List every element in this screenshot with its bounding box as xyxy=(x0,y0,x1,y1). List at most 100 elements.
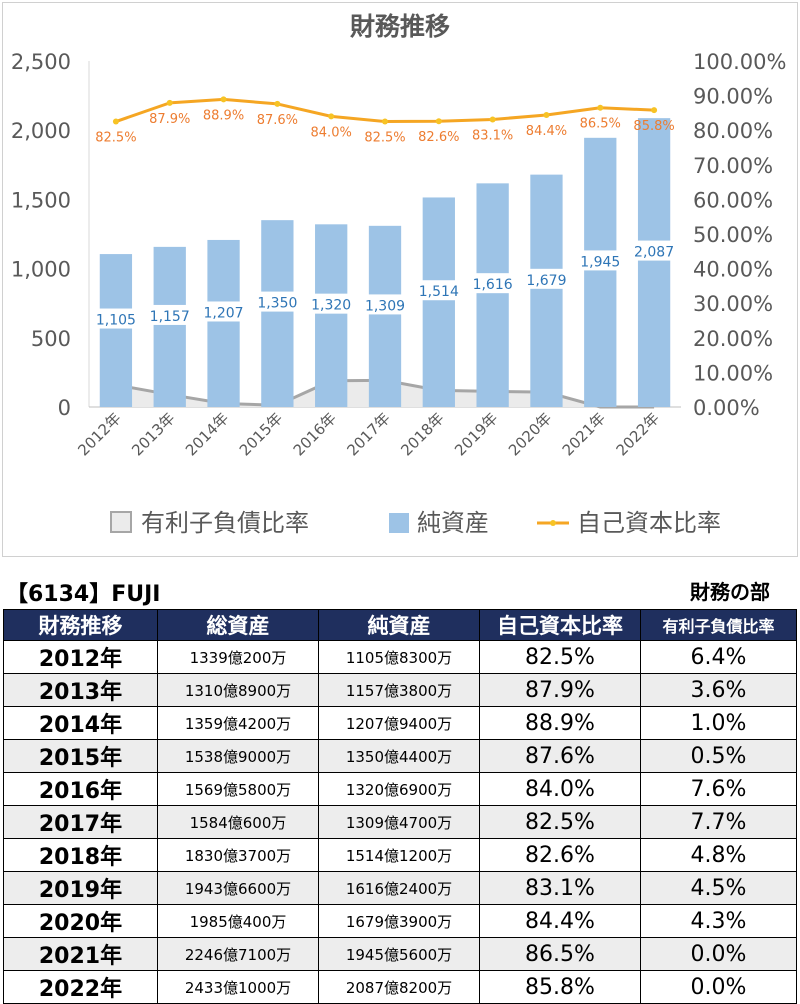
bar-label-bg xyxy=(470,273,515,294)
line-value-label: 87.6% xyxy=(257,113,298,128)
cell-debt-ratio: 4.5% xyxy=(640,871,797,905)
cell-debt-ratio: 1.0% xyxy=(640,706,797,740)
bar-net-assets xyxy=(261,220,294,407)
cell-equity-ratio: 84.0% xyxy=(479,772,641,806)
bar-net-assets xyxy=(99,254,133,407)
cell-total-assets: 1830億3700万 xyxy=(157,838,319,872)
table-row: 2021年 2246億7100万 1945億5600万 86.5% 0.0% xyxy=(3,937,797,971)
cell-year: 2013年 xyxy=(3,673,158,707)
bar-value-label: 1,616 xyxy=(473,277,513,293)
y-tick-label: 1,500 xyxy=(11,188,71,212)
line-value-label: 83.1% xyxy=(472,128,513,143)
y2-tick-label: 50.00% xyxy=(693,223,773,247)
y-tick-label: 0 xyxy=(58,396,71,420)
cell-net-assets: 1207億9400万 xyxy=(318,706,480,740)
bar-label-bg xyxy=(632,240,677,261)
line-point xyxy=(328,113,335,120)
table-header: 財務推移 総資産 純資産 自己資本比率 有利子負債比率 xyxy=(3,609,797,641)
cell-total-assets: 1943億6600万 xyxy=(157,871,319,905)
table-row: 2020年 1985億400万 1679億3900万 84.4% 4.3% xyxy=(3,904,797,938)
cell-net-assets: 1616億2400万 xyxy=(318,871,480,905)
cell-year: 2018年 xyxy=(3,838,158,872)
bar-label-bg xyxy=(147,304,192,325)
cell-year: 2016年 xyxy=(3,772,158,806)
cell-debt-ratio: 7.7% xyxy=(640,805,797,839)
bar-label-bg xyxy=(416,280,461,301)
table-row: 2017年 1584億600万 1309億4700万 82.5% 7.7% xyxy=(3,805,797,839)
bar-label-bg xyxy=(255,291,300,312)
cell-net-assets: 1679億3900万 xyxy=(318,904,480,938)
financial-table: 財務推移 総資産 純資産 自己資本比率 有利子負債比率 2012年 1339億20… xyxy=(3,609,797,1004)
line-point xyxy=(651,107,658,114)
cell-total-assets: 2433億1000万 xyxy=(157,970,319,1004)
bar-value-label: 1,350 xyxy=(257,296,297,312)
bar-label-bg xyxy=(309,293,354,314)
cell-debt-ratio: 0.0% xyxy=(640,970,797,1004)
bar-value-label: 1,309 xyxy=(365,298,405,314)
y-tick-label: 2,000 xyxy=(11,119,71,143)
x-tick-label: 2017年 xyxy=(343,409,393,459)
x-tick-label: 2022年 xyxy=(613,409,663,459)
line-point xyxy=(435,118,442,125)
bar-net-assets xyxy=(315,224,348,407)
header-total-assets: 総資産 xyxy=(157,609,319,641)
bar-net-assets xyxy=(153,246,186,407)
cell-total-assets: 1985億400万 xyxy=(157,904,319,938)
cell-year: 2020年 xyxy=(3,904,158,938)
bar-net-assets xyxy=(637,118,671,407)
bar-value-label: 1,945 xyxy=(580,254,620,270)
line-point xyxy=(489,116,496,123)
bar-net-assets xyxy=(476,183,509,407)
x-tick-label: 2021年 xyxy=(559,409,609,459)
cell-total-assets: 1339億200万 xyxy=(157,640,319,674)
x-tick-label: 2015年 xyxy=(236,409,286,459)
cell-equity-ratio: 87.9% xyxy=(479,673,641,707)
bar-label-bg xyxy=(524,268,569,289)
cell-equity-ratio: 82.5% xyxy=(479,640,641,674)
cell-net-assets: 1320億6900万 xyxy=(318,772,480,806)
x-tick-label: 2019年 xyxy=(451,409,501,459)
cell-year: 2019年 xyxy=(3,871,158,905)
cell-equity-ratio: 82.5% xyxy=(479,805,641,839)
x-tick-label: 2018年 xyxy=(397,409,447,459)
company-label: 【6134】FUJI xyxy=(6,582,161,607)
cell-total-assets: 1569億5800万 xyxy=(157,772,319,806)
cell-total-assets: 2246億7100万 xyxy=(157,937,319,971)
y2-tick-label: 0.00% xyxy=(693,396,760,420)
cell-net-assets: 1514億1200万 xyxy=(318,838,480,872)
bar-net-assets xyxy=(368,225,402,407)
line-point xyxy=(274,100,281,107)
cell-debt-ratio: 7.6% xyxy=(640,772,797,806)
line-point xyxy=(220,96,227,103)
x-tick-label: 2012年 xyxy=(74,409,124,459)
x-tick-label: 2013年 xyxy=(128,409,178,459)
bar-value-label: 1,679 xyxy=(526,273,566,289)
chart-title: 財務推移 xyxy=(350,12,450,41)
cell-total-assets: 1310億8900万 xyxy=(157,673,319,707)
cell-net-assets: 2087億8200万 xyxy=(318,970,480,1004)
bar-label-bg xyxy=(578,250,623,271)
y2-tick-label: 60.00% xyxy=(693,188,773,212)
cell-net-assets: 1945億5600万 xyxy=(318,937,480,971)
cell-year: 2012年 xyxy=(3,640,158,674)
y-tick-label: 500 xyxy=(31,327,71,351)
cell-debt-ratio: 6.4% xyxy=(640,640,797,674)
line-point xyxy=(382,118,388,125)
section-label: 財務の部 xyxy=(690,580,770,604)
cell-total-assets: 1359億4200万 xyxy=(157,706,319,740)
legend-label-equity-ratio: 自己資本比率 xyxy=(577,509,721,537)
bar-value-label: 1,514 xyxy=(419,284,459,300)
y-tick-label: 1,000 xyxy=(11,258,71,282)
cell-year: 2015年 xyxy=(3,739,158,773)
bar-label-bg xyxy=(363,294,407,315)
header-period: 財務推移 xyxy=(3,609,158,641)
line-value-label: 82.5% xyxy=(95,131,136,146)
header-debt-ratio: 有利子負債比率 xyxy=(640,609,797,641)
table-row: 2019年 1943億6600万 1616億2400万 83.1% 4.5% xyxy=(3,871,797,905)
cell-equity-ratio: 83.1% xyxy=(479,871,641,905)
cell-net-assets: 1157億3800万 xyxy=(318,673,480,707)
line-value-label: 86.5% xyxy=(580,117,621,132)
table-row: 2013年 1310億8900万 1157億3800万 87.9% 3.6% xyxy=(3,673,797,707)
bar-value-label: 1,157 xyxy=(150,309,190,325)
legend-label-net-assets: 純資産 xyxy=(417,509,489,537)
